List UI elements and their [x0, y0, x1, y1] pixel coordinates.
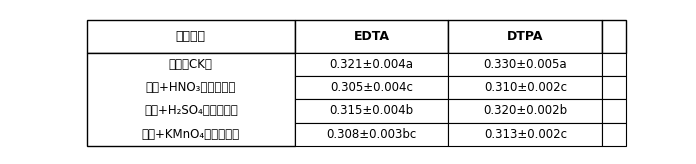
- Text: EDTA: EDTA: [354, 30, 390, 43]
- Text: 0.321±0.004a: 0.321±0.004a: [329, 58, 413, 71]
- Bar: [87, 20, 294, 52]
- Bar: [602, 76, 626, 99]
- Text: 0.330±0.005a: 0.330±0.005a: [484, 58, 567, 71]
- Text: 0.313±0.002c: 0.313±0.002c: [484, 128, 567, 141]
- Bar: [602, 20, 626, 52]
- Bar: [448, 76, 602, 99]
- Bar: [602, 52, 626, 76]
- Bar: [294, 52, 448, 76]
- Text: 锯末+HNO₃改性纳米碳: 锯末+HNO₃改性纳米碳: [145, 81, 236, 94]
- Bar: [602, 123, 626, 146]
- Text: 0.308±0.003bc: 0.308±0.003bc: [326, 128, 417, 141]
- Bar: [448, 99, 602, 123]
- Text: 不同隔层: 不同隔层: [176, 30, 206, 43]
- Text: 0.315±0.004b: 0.315±0.004b: [329, 104, 413, 117]
- Bar: [448, 20, 602, 52]
- Bar: [294, 123, 448, 146]
- Bar: [448, 123, 602, 146]
- Bar: [448, 52, 602, 76]
- Text: 0.310±0.002c: 0.310±0.002c: [484, 81, 567, 94]
- Text: 锯末（CK）: 锯末（CK）: [169, 58, 213, 71]
- Text: DTPA: DTPA: [507, 30, 544, 43]
- Bar: [294, 20, 448, 52]
- Bar: [87, 52, 294, 146]
- Bar: [294, 76, 448, 99]
- Text: 0.305±0.004c: 0.305±0.004c: [330, 81, 413, 94]
- Text: 0.320±0.002b: 0.320±0.002b: [483, 104, 567, 117]
- Bar: [294, 99, 448, 123]
- Text: 锯末+H₂SO₄改性纳米碳: 锯末+H₂SO₄改性纳米碳: [144, 104, 238, 117]
- Bar: [602, 99, 626, 123]
- Text: 锯末+KMnO₄改性纳米碳: 锯末+KMnO₄改性纳米碳: [142, 128, 240, 141]
